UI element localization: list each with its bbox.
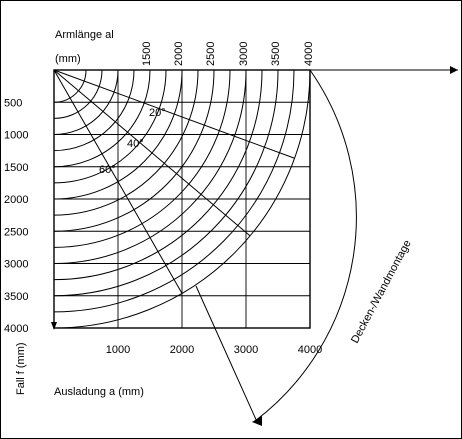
drop-tick-500: 500: [4, 97, 22, 109]
drop-tick-4000: 4000: [4, 323, 28, 335]
arc-3750: [53, 69, 295, 313]
arc-4000: [53, 69, 311, 329]
arm-length-label: Armlänge al: [55, 29, 114, 41]
drop-tick-3000: 3000: [4, 259, 28, 271]
angle-label-60: 60°: [99, 164, 116, 176]
reach-tick-3000: 3000: [234, 344, 258, 356]
angle-labels: 20° 40° 60°: [99, 107, 166, 176]
grid-lines: [54, 70, 310, 328]
mounting-label: Decken-/Wandmontage: [349, 238, 414, 345]
arc-2500: [53, 69, 215, 232]
arm-length-unit: (mm): [55, 53, 81, 65]
drop-axis-arrow: [51, 322, 57, 330]
mounting-arrow-top: [450, 66, 458, 74]
reach-tick-4000: 4000: [298, 344, 322, 356]
arm-length-tick-3500: 3500: [270, 42, 282, 66]
arc-3250: [53, 69, 263, 281]
drop-tick-2500: 2500: [4, 226, 28, 238]
reach-tick-1000: 1000: [106, 344, 130, 356]
arc-1750: [53, 69, 167, 184]
plot-area: [53, 69, 311, 329]
angle-lines: [53, 69, 295, 294]
arm-length-tick-2000: 2000: [173, 42, 185, 66]
mounting-diagonal-line: [195, 285, 259, 425]
drop-tick-2000: 2000: [4, 194, 28, 206]
arc-3500: [53, 69, 279, 297]
arm-length-tick-3000: 3000: [238, 42, 250, 66]
arm-length-arcs: [53, 69, 311, 329]
drop-axis-label: Fall f (mm): [15, 342, 27, 395]
reach-tick-labels: 1000 2000 3000 4000: [106, 344, 322, 356]
angle-line-40: [53, 69, 251, 237]
arc-3000: [53, 69, 247, 264]
arc-2250: [53, 69, 199, 216]
reach-axis-label: Ausladung a (mm): [54, 386, 144, 398]
arc-2750: [53, 69, 231, 248]
drop-tick-3500: 3500: [4, 291, 28, 303]
drop-tick-labels: 500 1000 1500 2000 2500 3000 3500 4000: [4, 97, 28, 335]
arc-750: [53, 69, 103, 119]
reach-tick-2000: 2000: [170, 344, 194, 356]
arm-length-tick-labels: 1500 2000 2500 3000 3500 4000: [141, 42, 315, 66]
arc-500: [53, 69, 87, 103]
drop-tick-1000: 1000: [4, 130, 28, 142]
arc-2000: [53, 69, 183, 200]
arm-length-tick-2500: 2500: [205, 42, 217, 66]
mounting-arrow-bottom: [252, 416, 262, 426]
arc-1250: [53, 69, 135, 152]
drop-tick-1500: 1500: [4, 162, 28, 174]
angle-line-20: [53, 69, 295, 159]
arc-1000: [53, 69, 119, 135]
arm-length-tick-4000: 4000: [303, 42, 315, 66]
angle-line-60: [53, 69, 183, 294]
arm-length-tick-1500: 1500: [141, 42, 153, 66]
angle-label-40: 40°: [127, 138, 144, 150]
angle-label-20: 20°: [149, 107, 166, 119]
mounting-arc: [254, 69, 357, 422]
arc-1500: [53, 69, 151, 168]
